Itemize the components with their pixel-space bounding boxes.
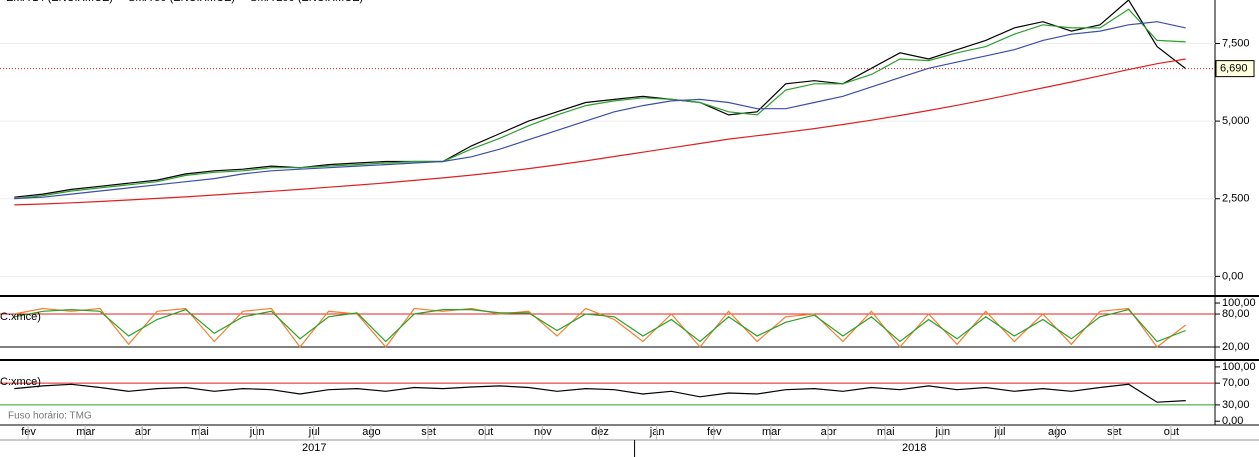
y-tick-label: 20,00 (1222, 341, 1250, 353)
y-tick-label: 0,00 (1222, 270, 1243, 282)
timezone-note: Fuso horário: TMG (8, 411, 92, 422)
x-tick-label: abr (821, 426, 837, 438)
x-tick-label: fev (21, 426, 36, 438)
x-tick-label: abr (135, 426, 151, 438)
x-tick-label: nov (534, 426, 552, 438)
y-tick-label: 80,00 (1222, 308, 1250, 320)
year-label: 2017 (302, 442, 326, 454)
x-tick-label: mar (76, 426, 95, 438)
legend-entry: EMA 14 (ENCIXMCE) (6, 0, 113, 4)
series-line (14, 0, 1187, 198)
year-label: 2018 (902, 442, 926, 454)
y-tick-label: 5,000 (1222, 115, 1250, 127)
x-tick-label: out (1164, 426, 1179, 438)
series-line (14, 383, 1186, 403)
x-tick-label: mai (877, 426, 895, 438)
y-tick-label: 100,00 (1222, 297, 1256, 309)
x-tick-label: fev (707, 426, 722, 438)
series-line (14, 21, 1186, 200)
series-line (14, 58, 1186, 206)
series-line (14, 307, 1187, 348)
x-tick-label: ago (1048, 426, 1066, 438)
series-line (14, 308, 1186, 343)
y-tick-label: 0,00 (1222, 415, 1243, 427)
x-tick-label: mar (762, 426, 781, 438)
x-tick-label: out (478, 426, 493, 438)
series-line (14, 8, 1186, 200)
x-tick-label: set (421, 426, 436, 438)
panel-label: C:xmce) (0, 311, 41, 323)
x-tick-label: dez (591, 426, 609, 438)
x-tick-label: ago (362, 426, 380, 438)
y-tick-label: 7,500 (1222, 37, 1250, 49)
y-tick-label: 70,00 (1222, 377, 1250, 389)
last-price-label: 6,690 (1220, 63, 1248, 75)
y-tick-label: 2,500 (1222, 193, 1250, 205)
x-tick-label: set (1107, 426, 1122, 438)
legend-entry: SMA 50 (ENCIXMCE) (128, 0, 235, 4)
y-tick-label: 100,00 (1222, 361, 1256, 373)
panel-label: C:xmce) (0, 376, 41, 388)
legend-entry: SMA 200 (ENCIXMCE) (250, 0, 363, 4)
x-tick-label: mai (191, 426, 209, 438)
last-price-box (1215, 60, 1255, 78)
y-tick-label: 30,00 (1222, 399, 1250, 411)
